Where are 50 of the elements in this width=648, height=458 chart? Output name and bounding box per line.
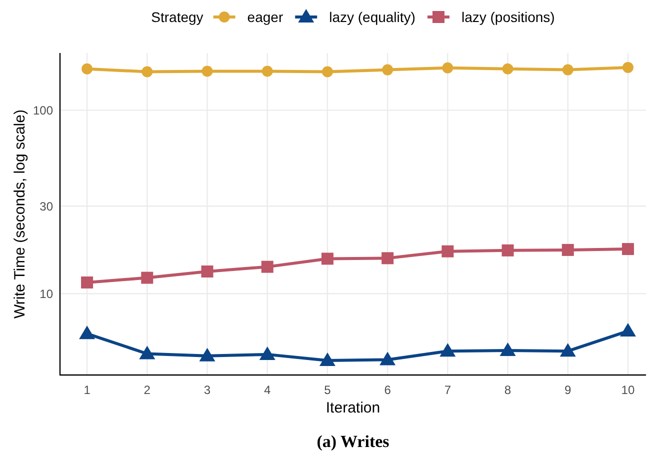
point bbox=[201, 265, 214, 278]
point bbox=[442, 245, 454, 258]
y-axis-title: Write Time (seconds, log scale) bbox=[11, 110, 28, 318]
point bbox=[442, 62, 454, 74]
x-tick-label: 2 bbox=[144, 383, 151, 398]
point bbox=[319, 352, 336, 366]
y-tick-label: 10 bbox=[40, 286, 54, 301]
point bbox=[202, 66, 213, 77]
x-tick-label: 7 bbox=[444, 383, 452, 398]
point bbox=[261, 260, 274, 273]
x-axis-title: Iteration bbox=[326, 399, 380, 416]
legend-label: eager bbox=[247, 8, 284, 25]
x-tick-label: 9 bbox=[564, 383, 572, 398]
point bbox=[259, 346, 276, 360]
x-tick-label: 10 bbox=[621, 383, 635, 398]
point bbox=[321, 252, 334, 265]
x-tick-label: 5 bbox=[324, 383, 332, 398]
x-tick-label: 4 bbox=[264, 383, 272, 398]
point bbox=[502, 63, 514, 74]
point bbox=[382, 64, 394, 76]
point bbox=[380, 352, 396, 366]
point bbox=[562, 64, 574, 76]
point bbox=[262, 66, 273, 77]
point bbox=[440, 343, 456, 357]
point bbox=[620, 323, 636, 337]
point bbox=[199, 348, 216, 362]
point bbox=[142, 66, 153, 78]
x-tick-label: 6 bbox=[384, 383, 392, 398]
point bbox=[82, 63, 93, 74]
legend-title: Strategy bbox=[151, 8, 204, 25]
point bbox=[141, 272, 154, 284]
point bbox=[622, 243, 634, 256]
y-tick-label: 30 bbox=[40, 199, 54, 214]
point bbox=[502, 244, 514, 256]
x-tick-label: 1 bbox=[84, 383, 91, 398]
point bbox=[500, 342, 516, 356]
point bbox=[382, 252, 394, 264]
y-tick-label: 100 bbox=[32, 103, 54, 118]
x-tick-label: 8 bbox=[504, 383, 512, 398]
point bbox=[81, 276, 94, 288]
point bbox=[562, 244, 574, 256]
legend-label: lazy (positions) bbox=[461, 8, 555, 25]
point bbox=[79, 326, 96, 340]
point bbox=[560, 343, 576, 357]
point bbox=[322, 66, 333, 78]
legend-label: lazy (equality) bbox=[329, 8, 416, 25]
x-tick-label: 3 bbox=[204, 383, 211, 398]
point bbox=[622, 62, 634, 73]
point bbox=[139, 346, 156, 360]
text: (a) Writes bbox=[316, 432, 390, 451]
